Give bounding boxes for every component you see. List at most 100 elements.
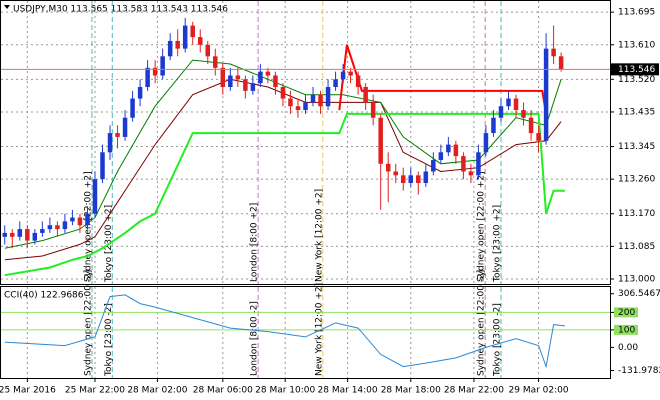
- candle-body: [438, 152, 444, 160]
- chart-title: USDJPY,M30 113.565 113.583 113.543 113.5…: [13, 5, 228, 15]
- candle-body: [228, 75, 233, 88]
- candle-body: [551, 48, 556, 57]
- candle-body: [17, 229, 23, 237]
- candle-body: [491, 117, 496, 134]
- candle-body: [235, 75, 241, 80]
- indicator-line: [4, 78, 562, 261]
- candle-body: [370, 102, 376, 118]
- y-tick-label: 113.170: [618, 209, 655, 219]
- candle-body: [348, 71, 353, 76]
- session-label: Sydney open [22:00 -2]: [477, 270, 487, 376]
- candle-body: [205, 44, 211, 57]
- candle-body: [318, 94, 323, 107]
- session-label: Sydney open [22:00 +2]: [83, 171, 93, 282]
- candle-body: [160, 56, 165, 76]
- candle-body: [528, 117, 534, 134]
- cci-label: CCI(40) 122.9686: [4, 291, 84, 301]
- session-label: London [8:00 +2]: [250, 203, 260, 282]
- candle-body: [400, 175, 406, 184]
- session-label: London [8:00 -2]: [250, 301, 260, 376]
- x-tick-label: 28 Mar 06:00: [193, 386, 253, 396]
- candle-body: [280, 87, 286, 99]
- candle-body: [288, 98, 293, 107]
- candle-body: [130, 98, 135, 118]
- cci-level-box: [614, 324, 638, 335]
- candle-body: [85, 213, 90, 226]
- y-tick-label: 113.000: [618, 275, 655, 285]
- x-tick-label: 25 Mar 22:00: [65, 386, 125, 396]
- indicator-line: [338, 44, 548, 115]
- candle-body: [77, 217, 83, 226]
- candle-body: [55, 225, 60, 230]
- y-tick-label: 100: [618, 325, 635, 335]
- candle-body: [115, 133, 120, 137]
- candle-body: [107, 133, 113, 153]
- candle-body: [258, 71, 263, 84]
- candle-body: [498, 106, 504, 118]
- candle-body: [378, 117, 383, 164]
- candle-body: [446, 144, 451, 153]
- last-price-box: [611, 63, 659, 76]
- candle-body: [145, 67, 150, 88]
- y-tick-label: 0.00: [618, 343, 638, 353]
- candle-body: [423, 171, 429, 184]
- y-tick-label: 113.345: [618, 142, 655, 152]
- x-tick-label: 28 Mar 10:00: [255, 386, 315, 396]
- menu-arrow: [4, 5, 10, 9]
- candle-body: [416, 175, 421, 184]
- candle-body: [100, 152, 105, 180]
- candle-body: [393, 171, 398, 176]
- candle-body: [310, 94, 316, 103]
- candle-body: [197, 37, 203, 45]
- candle-body: [558, 56, 564, 70]
- candle-body: [62, 221, 68, 230]
- cci-line: [4, 294, 565, 369]
- candle-body: [40, 229, 45, 233]
- candle-body: [32, 232, 38, 241]
- y-tick-label: 113.520: [618, 75, 655, 85]
- candle-body: [220, 67, 226, 88]
- cci-panel-frame: [0, 286, 611, 379]
- x-tick-label: 29 Mar 02:00: [509, 386, 569, 396]
- candle-body: [213, 56, 218, 68]
- candle-body: [461, 156, 466, 172]
- candle-body: [483, 133, 489, 153]
- y-tick-label: 113.695: [618, 8, 655, 18]
- candle-body: [333, 79, 338, 88]
- x-tick-label: 28 Mar 14:00: [318, 386, 378, 396]
- cci-level-box: [614, 307, 638, 318]
- candle-body: [521, 110, 526, 118]
- candle-body: [152, 67, 158, 76]
- y-tick-label: 113.435: [618, 107, 655, 117]
- candle-body: [295, 106, 301, 111]
- candle-body: [431, 159, 436, 172]
- last-price-label: 113.546: [618, 65, 655, 75]
- y-tick-label: 306.5467: [618, 289, 660, 299]
- y-tick-label: 113.610: [618, 40, 655, 50]
- candle-body: [122, 117, 128, 137]
- candle-body: [340, 71, 346, 80]
- candle-body: [70, 217, 75, 222]
- main-panel-frame: [0, 0, 611, 285]
- candle-body: [25, 229, 30, 241]
- candle-body: [543, 48, 549, 141]
- session-label: Tokyo [23:00 -2]: [492, 303, 502, 377]
- candle-body: [453, 144, 459, 157]
- candle-body: [385, 163, 391, 172]
- candle-body: [273, 75, 278, 88]
- candle-body: [137, 87, 143, 99]
- session-label: Sydney open [22:00 +2]: [477, 171, 487, 282]
- candle-body: [506, 98, 511, 107]
- session-label: Tokyo [23:00 +2]: [492, 205, 502, 283]
- session-label: New York [12:00 +2]: [314, 189, 324, 282]
- candle-body: [303, 102, 308, 111]
- candle-body: [167, 40, 173, 57]
- candle-body: [265, 71, 271, 76]
- candle-body: [536, 133, 541, 141]
- indicator-line: [4, 59, 562, 249]
- x-tick-label: 28 Mar 02:00: [127, 386, 187, 396]
- candle-body: [476, 152, 481, 176]
- session-label: Sydney open [22:00 -2]: [83, 270, 93, 376]
- x-tick-label: 28 Mar 18:00: [381, 386, 441, 396]
